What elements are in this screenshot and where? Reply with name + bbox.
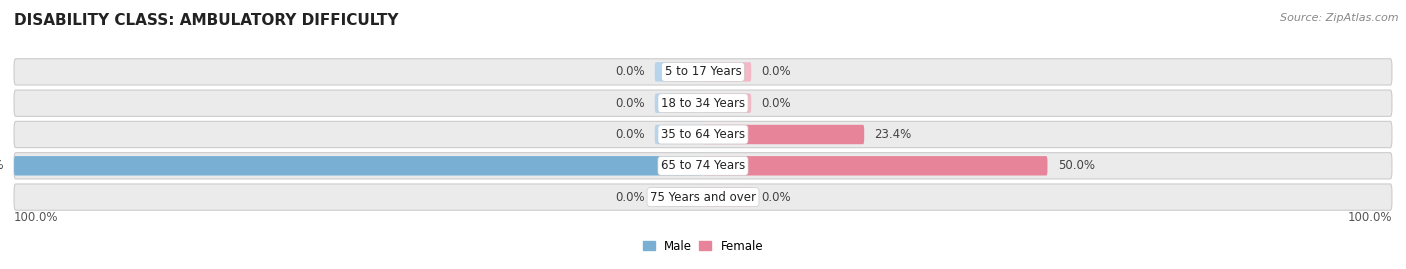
Legend: Male, Female: Male, Female: [643, 240, 763, 253]
Text: DISABILITY CLASS: AMBULATORY DIFFICULTY: DISABILITY CLASS: AMBULATORY DIFFICULTY: [14, 13, 398, 29]
Text: 100.0%: 100.0%: [1347, 211, 1392, 224]
Text: 0.0%: 0.0%: [614, 191, 644, 204]
FancyBboxPatch shape: [703, 94, 751, 113]
FancyBboxPatch shape: [655, 125, 703, 144]
Text: 18 to 34 Years: 18 to 34 Years: [661, 97, 745, 110]
FancyBboxPatch shape: [655, 62, 703, 82]
Text: 0.0%: 0.0%: [762, 65, 792, 78]
FancyBboxPatch shape: [14, 59, 1392, 85]
Text: 0.0%: 0.0%: [614, 128, 644, 141]
FancyBboxPatch shape: [14, 121, 1392, 148]
FancyBboxPatch shape: [14, 153, 1392, 179]
FancyBboxPatch shape: [703, 156, 1047, 175]
FancyBboxPatch shape: [14, 90, 1392, 116]
Text: 100.0%: 100.0%: [0, 159, 4, 172]
Text: 23.4%: 23.4%: [875, 128, 912, 141]
Text: 0.0%: 0.0%: [614, 97, 644, 110]
Text: 0.0%: 0.0%: [614, 65, 644, 78]
Text: 0.0%: 0.0%: [762, 191, 792, 204]
Text: Source: ZipAtlas.com: Source: ZipAtlas.com: [1281, 13, 1399, 23]
FancyBboxPatch shape: [703, 125, 865, 144]
FancyBboxPatch shape: [655, 94, 703, 113]
FancyBboxPatch shape: [655, 187, 703, 207]
Text: 75 Years and over: 75 Years and over: [650, 191, 756, 204]
Text: 5 to 17 Years: 5 to 17 Years: [665, 65, 741, 78]
FancyBboxPatch shape: [14, 156, 703, 175]
Text: 35 to 64 Years: 35 to 64 Years: [661, 128, 745, 141]
FancyBboxPatch shape: [14, 184, 1392, 210]
Text: 0.0%: 0.0%: [762, 97, 792, 110]
Text: 50.0%: 50.0%: [1057, 159, 1095, 172]
FancyBboxPatch shape: [703, 62, 751, 82]
Text: 100.0%: 100.0%: [14, 211, 59, 224]
Text: 65 to 74 Years: 65 to 74 Years: [661, 159, 745, 172]
FancyBboxPatch shape: [703, 187, 751, 207]
